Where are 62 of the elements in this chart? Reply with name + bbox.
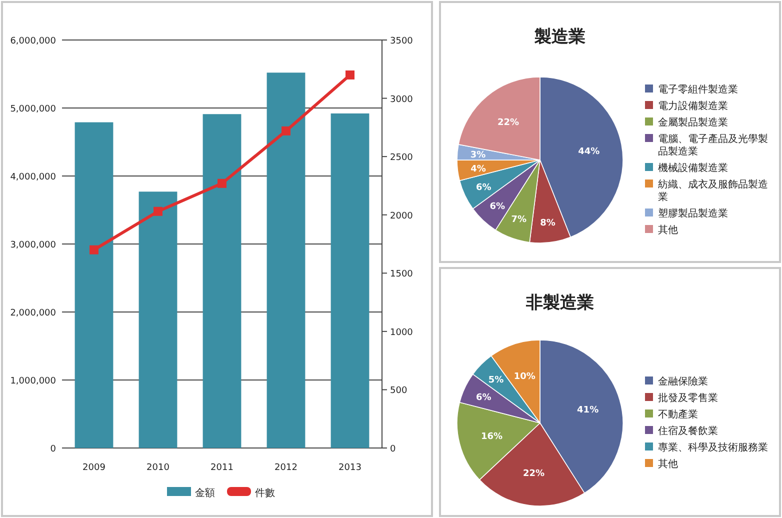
y-tick-label: 2,000,000 (10, 308, 56, 318)
legend-label: 電力設備製造業 (658, 100, 728, 112)
data-label: 22% (497, 118, 520, 128)
legend-label: 住宿及餐飲業 (658, 425, 718, 437)
point (154, 206, 162, 216)
y-tick-label: 0 (50, 444, 56, 454)
text: 製造業 (534, 27, 586, 47)
legend-label: 其他 (658, 224, 678, 236)
legend-label: 金融保險業 (658, 376, 708, 388)
legend-label: 金額 (195, 487, 215, 499)
legend-label: 電腦、電子產品及光學製品製造業 (658, 133, 768, 158)
data-label: 8% (540, 218, 556, 228)
x-tick-label: 2011 (210, 463, 234, 473)
x-tick-label: 2009 (82, 463, 106, 473)
legend-label: 電子零組件製造業 (658, 84, 738, 96)
legend-label: 其他 (658, 458, 678, 470)
legend-label: 不動產業 (658, 408, 698, 420)
y-tick-label: 5,000,000 (10, 104, 56, 114)
point (282, 126, 290, 136)
x-tick-label: 2013 (338, 463, 362, 473)
data-label: 41% (577, 406, 599, 416)
legend-label: 批發及零售業 (658, 392, 718, 404)
data-label: 44% (578, 147, 600, 158)
y-tick-label: 3,000,000 (10, 240, 56, 250)
data-label: 3% (470, 150, 486, 161)
y2-tick-label: 1000 (390, 328, 414, 338)
data-label: 6% (476, 392, 492, 403)
data-label: 7% (511, 215, 527, 226)
chart-title: 非製造業 (525, 293, 594, 313)
data-label: 5% (488, 375, 504, 386)
legend-label: 紡織、成衣及服飾品製造業 (658, 178, 768, 203)
y-tick-label: 6,000,000 (10, 36, 56, 46)
legend-label: 專業、科學及技術服務業 (658, 442, 768, 454)
y-tick-label: 4,000,000 (10, 172, 56, 182)
data-label: 6% (476, 183, 492, 194)
bar (202, 114, 242, 448)
point (346, 70, 354, 80)
y2-tick-label: 3000 (390, 94, 414, 105)
bar (330, 113, 370, 448)
data-label: 16% (480, 432, 503, 442)
point (90, 245, 98, 254)
data-label: 22% (522, 468, 545, 479)
legend-label: 塑膠製品製造業 (658, 208, 728, 220)
legend-label: 機械設備製造業 (658, 162, 728, 174)
bar (138, 192, 178, 448)
data-label: 4% (470, 164, 486, 174)
y2-tick-label: 2500 (390, 153, 414, 164)
bar (74, 122, 114, 448)
bar (266, 72, 306, 448)
y2-tick-label: 0 (390, 444, 396, 454)
y2-tick-label: 1500 (390, 270, 414, 280)
legend-label: 金屬製品製造業 (658, 116, 728, 128)
y2-tick-label: 3500 (390, 36, 414, 46)
y2-tick-label: 500 (390, 386, 408, 396)
point (218, 178, 226, 188)
data-label: 10% (514, 372, 536, 382)
x-tick-label: 2010 (146, 463, 170, 473)
data-label: 6% (490, 202, 506, 212)
legend-label: 件數 (255, 487, 275, 499)
y-tick-label: 1,000,000 (10, 376, 56, 386)
y2-tick-label: 2000 (390, 211, 414, 222)
x-tick-label: 2012 (274, 463, 298, 473)
